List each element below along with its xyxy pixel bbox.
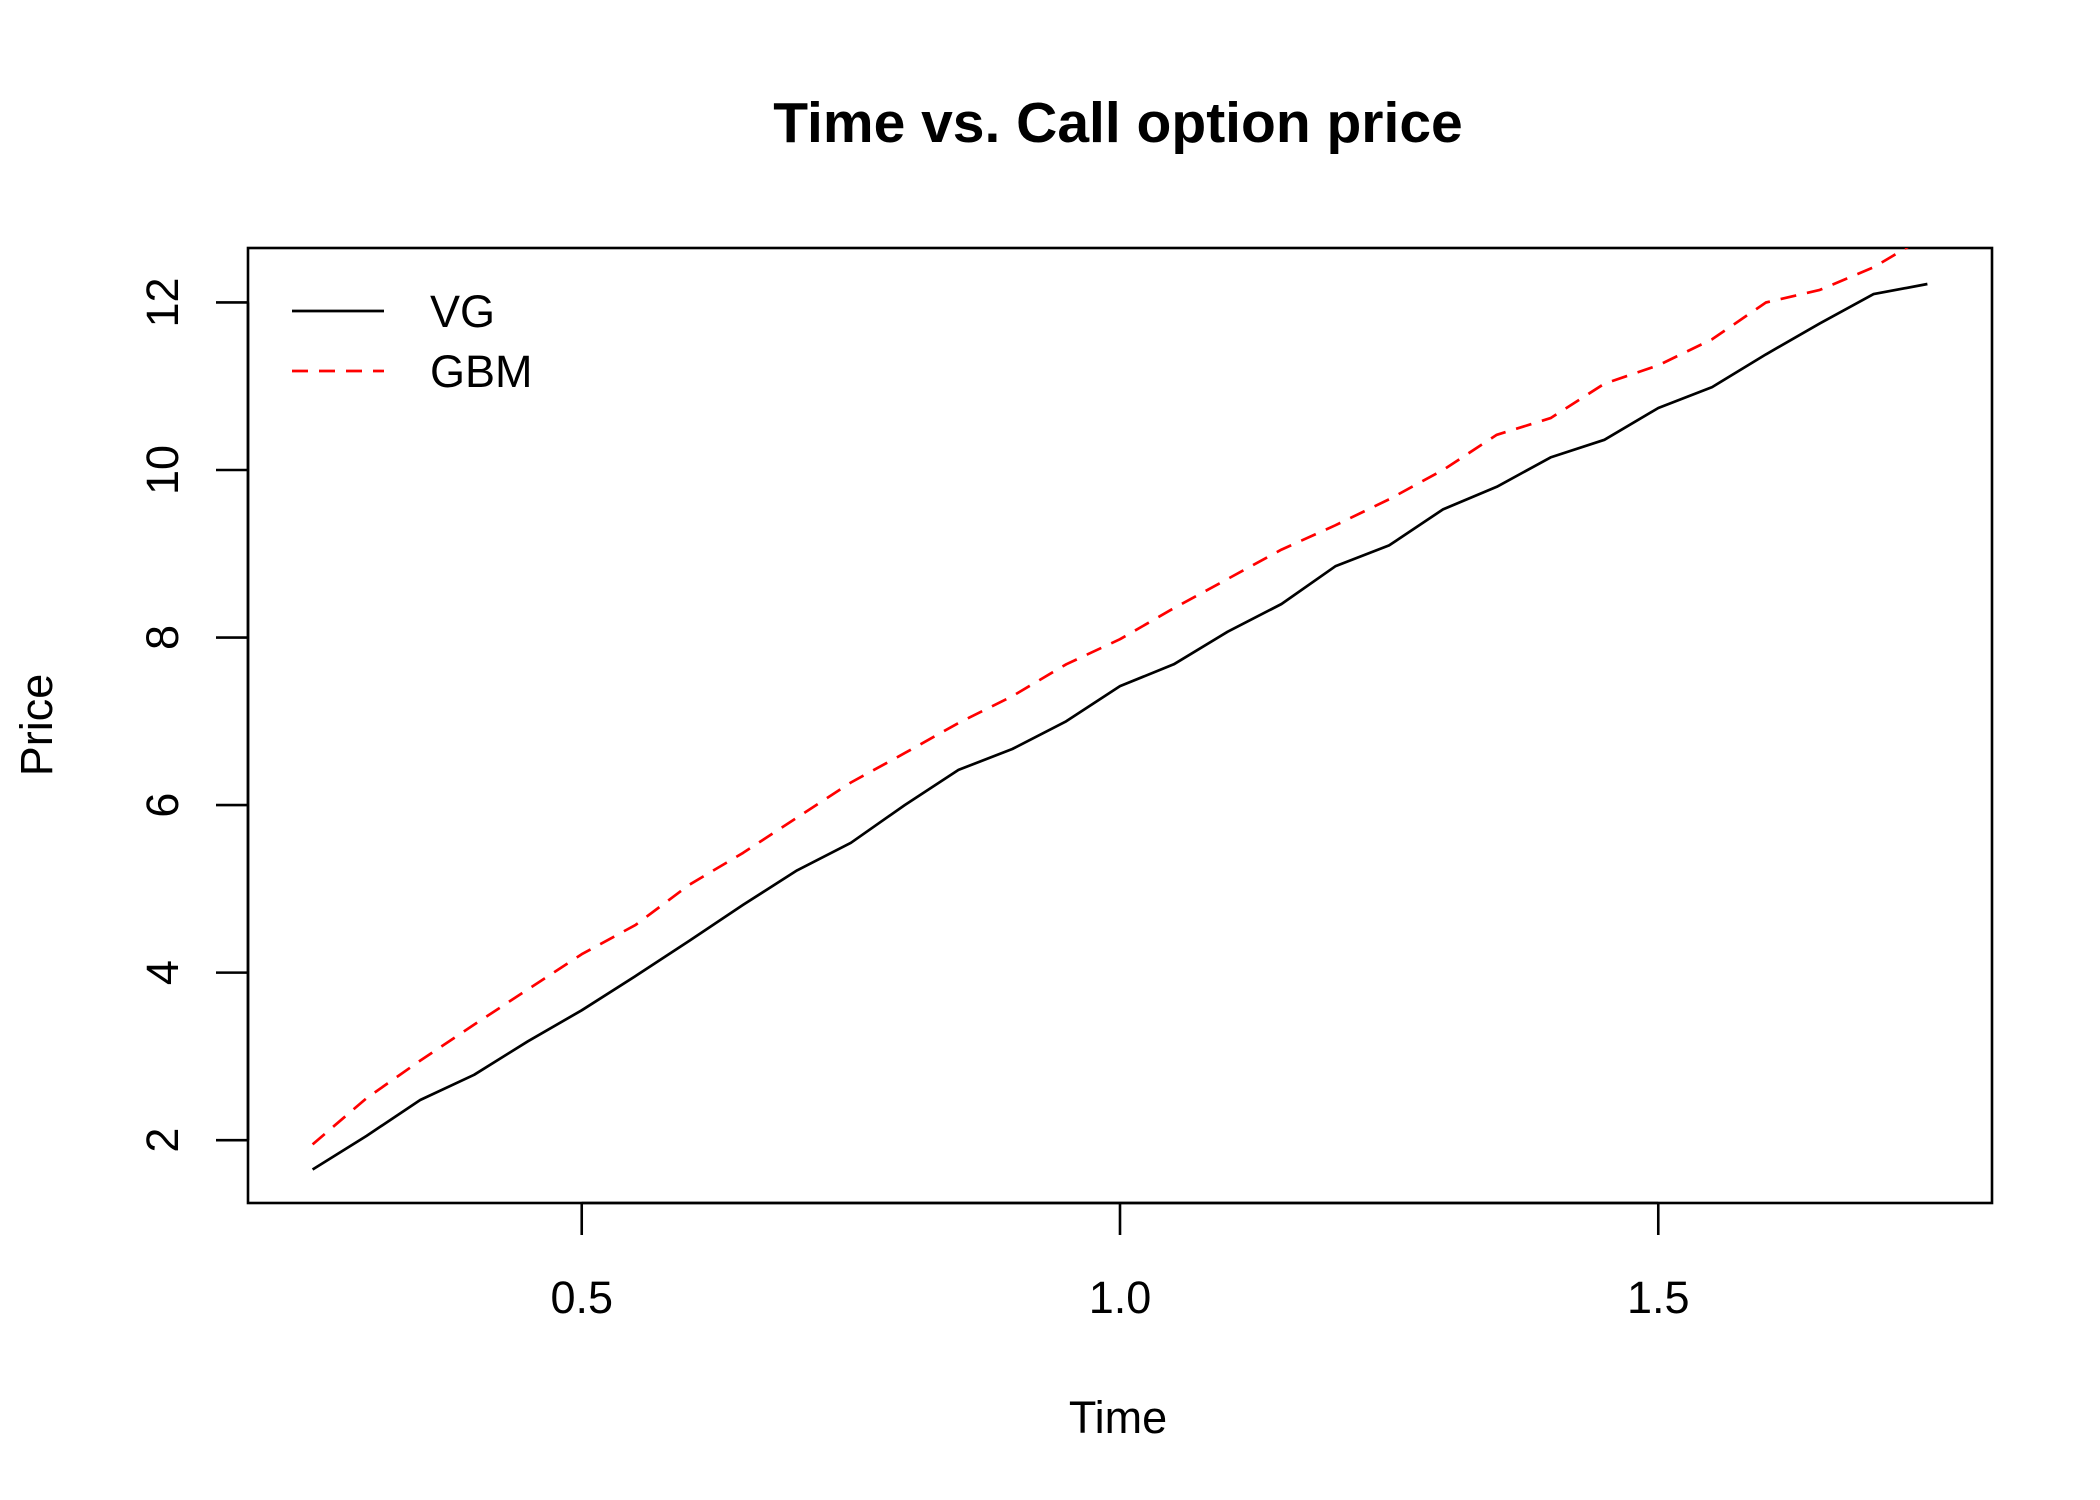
legend: VG GBM — [292, 286, 533, 397]
legend-label-gbm: GBM — [430, 346, 533, 397]
chart-title: Time vs. Call option price — [773, 91, 1462, 155]
y-tick-label: 12 — [137, 277, 188, 327]
series-line-gbm — [311, 248, 1909, 1146]
x-tick-label: 1.0 — [1089, 1272, 1152, 1323]
y-tick-label: 10 — [137, 445, 188, 495]
y-axis-label: Price — [11, 674, 62, 777]
y-tick-label: 2 — [137, 1128, 188, 1153]
legend-label-vg: VG — [430, 286, 495, 337]
y-tick-label: 6 — [137, 793, 188, 818]
y-axis: 2 4 6 8 10 12 — [137, 277, 250, 1153]
series-layer — [311, 248, 1928, 1171]
series-line-vg — [311, 282, 1928, 1171]
x-tick-label: 1.5 — [1627, 1272, 1690, 1323]
x-tick-label: 0.5 — [550, 1272, 613, 1323]
y-tick-label: 4 — [137, 960, 188, 985]
x-axis: 0.5 1.0 1.5 — [550, 1201, 1690, 1323]
y-tick-label: 8 — [137, 625, 188, 650]
plot-clip-group — [311, 248, 1928, 1171]
x-axis-label: Time — [1069, 1392, 1167, 1443]
